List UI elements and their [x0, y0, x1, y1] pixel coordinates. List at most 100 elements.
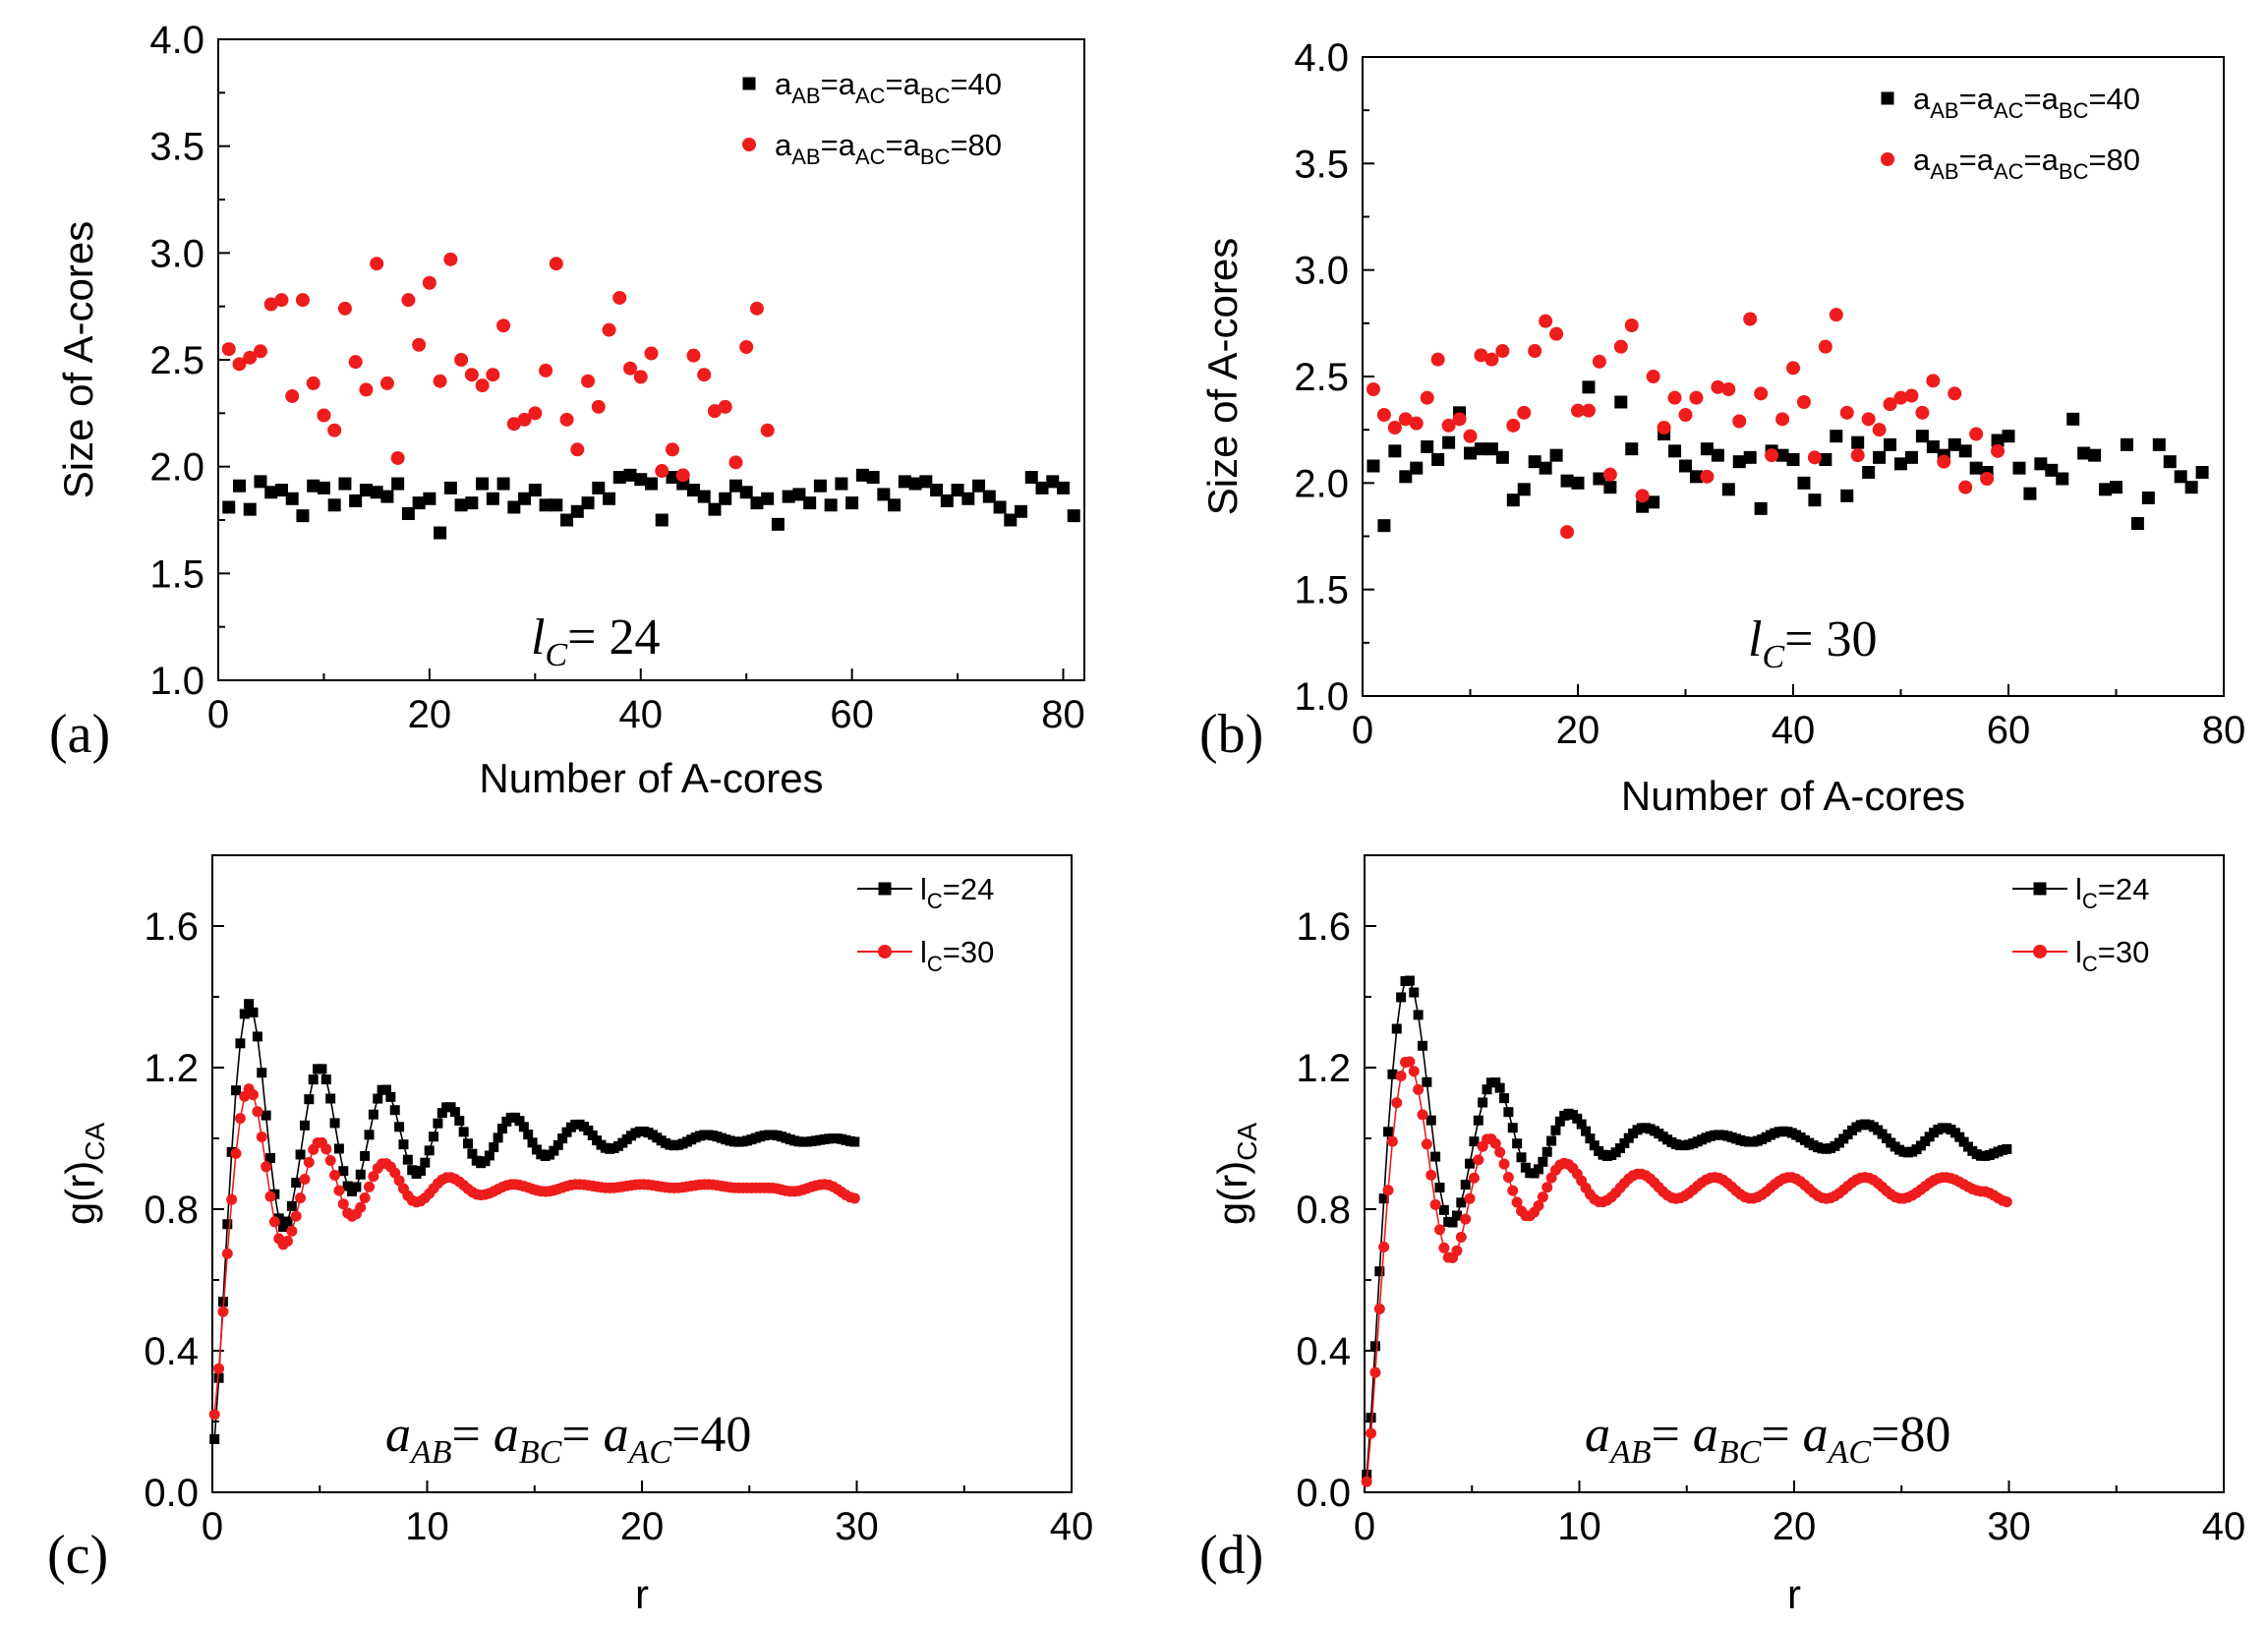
data-point	[1465, 1158, 1476, 1169]
data-point	[299, 1174, 311, 1186]
x-axis-label: Number of A-cores	[479, 755, 823, 801]
legend-marker	[742, 77, 756, 90]
x-tick-label: 20	[1773, 1505, 1817, 1548]
data-point	[1399, 470, 1413, 484]
data-point	[1700, 469, 1715, 484]
data-point	[1499, 1093, 1510, 1104]
data-point	[557, 1133, 568, 1144]
data-point	[221, 1248, 233, 1259]
data-point	[1482, 1084, 1492, 1095]
data-point	[1413, 1010, 1424, 1020]
panel-letter: (d)	[1199, 1525, 1263, 1586]
data-point	[1541, 1146, 1552, 1157]
data-point	[697, 368, 712, 382]
y-axis-label: g(r)CA	[1209, 1123, 1262, 1226]
data-point	[549, 257, 563, 271]
series-1: aAB=aAC=aBC=80	[221, 128, 1002, 483]
data-point	[707, 404, 722, 419]
data-point	[570, 504, 584, 518]
data-point	[528, 484, 542, 497]
data-point	[291, 1178, 302, 1189]
data-point	[454, 498, 468, 512]
data-point	[423, 492, 436, 505]
data-point	[373, 1093, 383, 1104]
data-point	[252, 1106, 263, 1118]
data-point	[355, 1169, 366, 1180]
data-point	[1474, 348, 1488, 363]
data-point	[1468, 1172, 1480, 1184]
data-point	[1754, 386, 1769, 401]
data-point	[750, 496, 764, 510]
data-point	[391, 477, 405, 491]
data-point	[1884, 437, 1897, 451]
data-point	[458, 1127, 469, 1137]
x-tick-label: 40	[1772, 709, 1816, 752]
data-point	[2152, 437, 2166, 451]
data-point	[1926, 374, 1941, 388]
series-0: aAB=aAC=aBC=40	[222, 67, 1080, 540]
x-tick-label: 0	[202, 1505, 223, 1548]
data-point	[234, 1113, 246, 1125]
data-point	[2184, 481, 2198, 494]
data-point	[623, 468, 637, 482]
panel-b: 1.0 1.5 2.0 2.5 3.0 3.5 4.0 0 20 40 60 80 Number of …	[1199, 36, 2245, 819]
data-point	[1438, 1204, 1449, 1215]
data-point	[1495, 344, 1510, 358]
data-point	[337, 1198, 349, 1210]
y-tick-label: 3.0	[149, 232, 204, 275]
data-point	[1494, 1082, 1505, 1093]
data-point	[484, 1150, 494, 1161]
data-point	[443, 481, 457, 494]
data-point	[1689, 470, 1703, 484]
data-point	[888, 498, 901, 512]
data-point	[412, 496, 426, 510]
x-tick-label: 20	[1556, 709, 1600, 752]
data-point	[454, 353, 469, 367]
data-point	[1502, 1172, 1514, 1184]
data-point	[2045, 463, 2059, 477]
data-point	[866, 471, 880, 485]
data-point	[1498, 1158, 1510, 1170]
x-tick-label: 0	[1352, 709, 1373, 752]
data-point	[559, 412, 574, 427]
y-tick-label: 0.0	[144, 1472, 199, 1515]
data-point	[1417, 1109, 1428, 1121]
y-axis-label: Size of A-cores	[55, 221, 101, 498]
data-point	[1679, 459, 1692, 473]
data-point	[1520, 1162, 1531, 1173]
legend-label: lC=24	[2075, 872, 2149, 913]
data-point	[835, 477, 848, 491]
data-point	[1592, 354, 1606, 369]
panel-c: 0.0 0.4 0.8 1.2 1.6 0 10 20 30 40 r g(r)CA (c) aAB= a…	[47, 854, 1093, 1617]
y-tick-label: 4.0	[149, 19, 204, 62]
data-point	[1503, 1107, 1514, 1118]
y-tick-label: 2.0	[149, 446, 204, 490]
x-tick-label: 30	[835, 1505, 879, 1548]
data-point	[1425, 1115, 1436, 1126]
data-point	[1533, 1199, 1544, 1211]
data-point	[1711, 448, 1724, 462]
data-point	[1438, 1242, 1450, 1253]
data-point	[1904, 450, 1918, 464]
data-point	[1657, 421, 1671, 435]
data-point	[1464, 446, 1477, 460]
x-tick-label: 0	[1354, 1505, 1375, 1548]
data-point	[307, 479, 320, 493]
data-point	[686, 348, 701, 363]
data-point	[1636, 499, 1650, 513]
data-point	[429, 1132, 439, 1142]
data-point	[364, 1181, 376, 1192]
data-point	[1420, 390, 1434, 405]
data-point	[549, 1145, 559, 1156]
x-tick-label: 20	[408, 693, 452, 736]
data-point	[1511, 1196, 1523, 1208]
data-point	[390, 450, 405, 465]
data-point	[1560, 525, 1575, 540]
data-point	[539, 363, 553, 377]
data-point	[761, 492, 775, 505]
data-point	[1775, 448, 1789, 462]
data-point	[2088, 448, 2102, 462]
data-point	[708, 502, 722, 516]
y-tick-label: 2.0	[1294, 462, 1349, 505]
data-point	[296, 509, 310, 523]
